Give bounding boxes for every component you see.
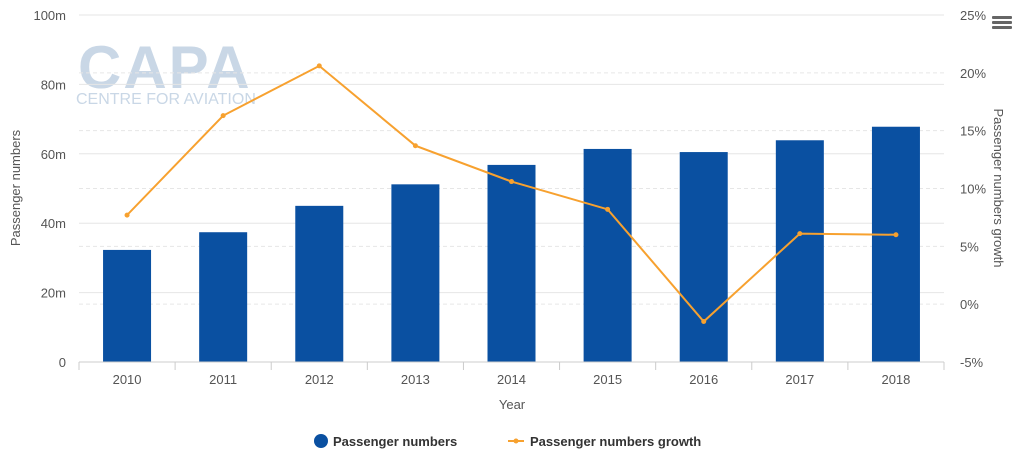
y-axis-title: Passenger numbers <box>8 129 23 246</box>
bar-2010 <box>103 249 152 362</box>
menu-bar <box>992 21 1012 24</box>
axes: 0 20m 40m 60m 80m 100m -5% 0% 5% 10% 15% 20% 25% 2010… <box>33 8 986 387</box>
growth-point-2010 <box>124 212 130 218</box>
growth-point-2015 <box>605 206 611 212</box>
x-tick-label: 2017 <box>785 372 814 387</box>
x-tick-label: 2013 <box>401 372 430 387</box>
y-tick-label: 80m <box>41 77 66 92</box>
line-series <box>124 63 899 325</box>
legend-label-bars: Passenger numbers <box>333 434 457 449</box>
watermark-main-text: CAPA <box>78 34 252 101</box>
bar-2016 <box>679 152 728 362</box>
growth-point-2013 <box>412 143 418 149</box>
x-tick-label: 2012 <box>305 372 334 387</box>
growth-point-2011 <box>220 113 226 119</box>
bar-2011 <box>199 232 248 362</box>
legend-item-passenger-numbers[interactable]: Passenger numbers <box>314 434 457 449</box>
bar-2013 <box>391 184 440 362</box>
x-axis-title: Year <box>499 397 526 412</box>
x-tick-label: 2016 <box>689 372 718 387</box>
growth-point-2012 <box>316 63 322 69</box>
legend-label-line: Passenger numbers growth <box>530 434 701 449</box>
y-tick-label: 40m <box>41 216 66 231</box>
growth-point-2014 <box>509 179 514 185</box>
y-tick-label: 20m <box>41 286 66 301</box>
menu-bar <box>992 26 1012 29</box>
bar-series <box>103 126 920 362</box>
bar-2018 <box>871 126 920 362</box>
bar-2012 <box>295 205 344 362</box>
growth-point-2017 <box>797 231 803 237</box>
menu-bar <box>992 16 1012 19</box>
legend-item-passenger-growth[interactable]: Passenger numbers growth <box>508 434 701 449</box>
bar-2017 <box>775 140 824 362</box>
y2-tick-label: 0% <box>960 297 979 312</box>
y2-axis-title: Passenger numbers growth <box>991 109 1006 268</box>
hamburger-menu-icon[interactable] <box>992 14 1012 34</box>
y2-tick-label: 15% <box>960 124 986 139</box>
y2-tick-label: 20% <box>960 66 986 81</box>
y-tick-label: 100m <box>33 8 66 23</box>
y-tick-label: 60m <box>41 147 66 162</box>
y2-tick-label: 10% <box>960 182 986 197</box>
x-tick-label: 2015 <box>593 372 622 387</box>
watermark-sub-text: CENTRE FOR AVIATION <box>76 91 256 108</box>
bar-2015 <box>583 148 632 362</box>
y2-tick-label: -5% <box>960 355 984 370</box>
x-tick-label: 2014 <box>497 372 526 387</box>
x-tick-label: 2011 <box>209 372 237 387</box>
x-tick-label: 2010 <box>113 372 142 387</box>
legend-line-point <box>513 438 519 444</box>
legend-bar-marker <box>314 434 328 448</box>
bar-2014 <box>487 164 536 362</box>
growth-point-2018 <box>893 232 899 238</box>
y2-tick-label: 5% <box>960 239 979 254</box>
legend: Passenger numbers Passenger numbers grow… <box>314 434 701 449</box>
y-tick-label: 0 <box>59 355 66 370</box>
capa-watermark-logo: CAPA CENTRE FOR AVIATION <box>76 34 256 108</box>
x-tick-label: 2018 <box>881 372 910 387</box>
growth-point-2016 <box>701 319 707 325</box>
y2-tick-label: 25% <box>960 8 986 23</box>
